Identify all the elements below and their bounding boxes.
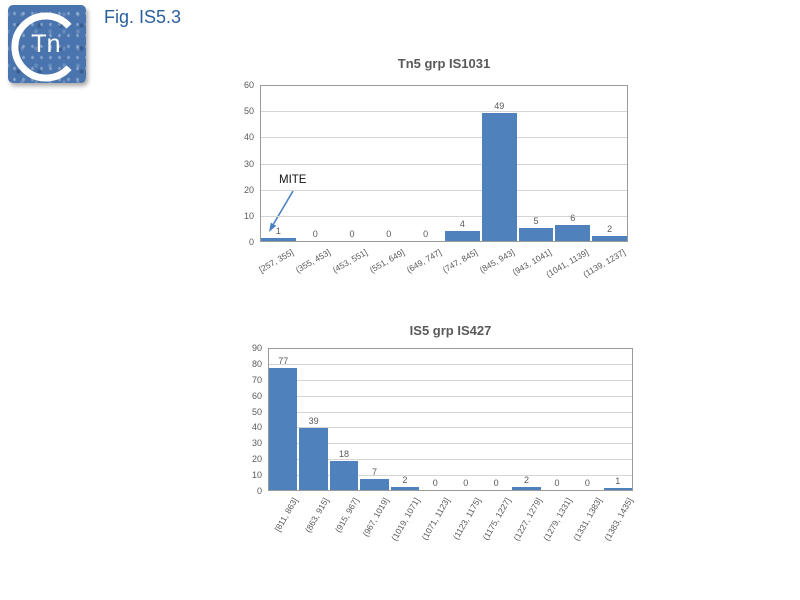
chart-title: Tn5 grp IS1031: [397, 56, 491, 71]
bar-value-label: 77: [278, 355, 289, 366]
y-axis-label: 40: [243, 132, 254, 143]
bar: [481, 112, 517, 241]
c-ring-icon: [11, 12, 72, 82]
y-axis-label: 30: [251, 438, 262, 449]
y-axis-label: 50: [243, 106, 254, 117]
bar: [555, 225, 591, 241]
bar-value-label: 7: [371, 466, 377, 477]
plot-area: [260, 85, 628, 242]
y-axis-label: 90: [251, 343, 262, 353]
logo-text: Tn: [31, 30, 61, 58]
bar-value-label: 2: [524, 474, 530, 485]
y-axis-label: 60: [251, 390, 262, 401]
chart-title: IS5 grp IS427: [409, 323, 492, 338]
bar-value-label: 39: [308, 416, 319, 427]
gridline: [269, 395, 632, 397]
y-axis-label: 10: [251, 470, 262, 481]
gridline: [269, 427, 632, 429]
bar: [512, 486, 541, 490]
bar: [445, 230, 480, 241]
bar-value-label: 0: [312, 229, 318, 239]
tn-logo: Tn: [8, 5, 86, 83]
gridline: [269, 443, 632, 445]
bar: [592, 235, 627, 241]
y-axis-label: 10: [243, 210, 254, 221]
x-axis-label: [811, 863]: [272, 496, 300, 534]
figure-title: Fig. IS5.3: [104, 7, 182, 27]
bar: [329, 461, 359, 490]
bar: [269, 367, 298, 490]
gridline: [269, 379, 632, 381]
plot-area: [268, 348, 633, 491]
bar-value-label: 18: [339, 449, 350, 460]
bar-value-label: 49: [494, 100, 505, 111]
gridline: [269, 459, 632, 461]
gridline: [269, 363, 632, 365]
gridline: [261, 189, 627, 191]
bar-value-label: 0: [423, 229, 429, 239]
mite-label: MITE: [279, 174, 307, 186]
bar-value-label: 0: [493, 478, 499, 488]
y-axis-label: 20: [243, 184, 254, 195]
bar-value-label: 0: [432, 478, 438, 488]
gridline: [269, 475, 632, 477]
gridline: [261, 163, 627, 165]
y-axis-label: 40: [251, 422, 262, 433]
gridline: [261, 137, 627, 139]
y-axis-label: 0: [256, 486, 262, 496]
y-axis-label: 60: [243, 80, 254, 90]
bar-value-label: 1: [275, 226, 281, 237]
bar-value-label: 1: [615, 476, 621, 487]
bar-value-label: 0: [554, 478, 560, 488]
bar: [261, 238, 296, 241]
y-axis-label: 30: [243, 158, 254, 169]
bar-value-label: 0: [463, 478, 469, 488]
chart-tn5-grp-is1031: Tn5 grp IS1031 MITE 0 10 20 30 40 50 60 1 [257, …: [244, 56, 628, 279]
y-axis-label: 0: [248, 237, 254, 247]
bar-value-label: 2: [607, 223, 613, 234]
bar-value-label: 5: [533, 215, 539, 226]
gridline: [261, 215, 627, 217]
bar: [518, 227, 554, 241]
bar-value-label: 2: [402, 474, 408, 485]
bar-value-label: 0: [386, 229, 392, 239]
bar: [390, 486, 420, 490]
bar-value-label: 0: [584, 478, 590, 488]
bar: [299, 428, 328, 490]
chart-is5-grp-is427: IS5 grp IS427 0 10 20 30 40 50 60 70 80 90 77 [811,…: [252, 323, 634, 542]
bar-value-label: 0: [349, 229, 355, 239]
bar-value-label: 4: [459, 218, 465, 229]
bar: [603, 488, 632, 490]
y-axis-label: 50: [251, 406, 262, 417]
gridline: [261, 111, 627, 113]
bar-value-label: 6: [570, 213, 576, 224]
y-axis-label: 70: [251, 374, 262, 385]
bar: [360, 478, 389, 490]
y-axis-label: 20: [251, 454, 262, 465]
gridline: [269, 411, 632, 413]
y-axis-label: 80: [251, 358, 262, 369]
